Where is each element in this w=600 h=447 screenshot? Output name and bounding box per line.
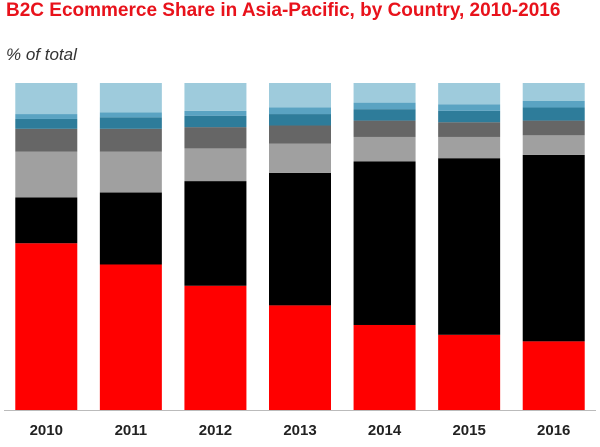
bar-segment — [184, 83, 247, 111]
x-tick-label: 2013 — [283, 422, 316, 439]
bar-segment — [99, 83, 162, 113]
bar-segment — [522, 120, 585, 136]
bar-segment — [522, 107, 585, 121]
bar-segment — [269, 143, 331, 173]
chart-subtitle: % of total — [6, 45, 77, 64]
bar-segment — [269, 305, 331, 410]
bar-segment — [438, 136, 501, 159]
bar-segment — [522, 154, 585, 342]
bar-segment — [353, 161, 416, 325]
bar-segment — [15, 243, 78, 410]
bar-segment — [15, 114, 78, 119]
bar-segment — [353, 136, 416, 162]
bar-segment — [99, 192, 162, 265]
bar-segment — [184, 148, 247, 182]
bar-segment — [353, 102, 416, 110]
bar-segment — [269, 107, 331, 115]
bar-segment — [99, 128, 162, 152]
bar-segment — [15, 128, 78, 152]
bar-segment — [438, 334, 501, 410]
x-tick-label: 2015 — [452, 422, 485, 439]
bar-segment — [99, 117, 162, 129]
x-tick-label: 2010 — [30, 422, 63, 439]
bar-segment — [438, 110, 501, 123]
x-tick-label: 2011 — [115, 422, 148, 439]
bar-segment — [269, 83, 331, 108]
bar-segment — [353, 83, 416, 103]
bar-segment — [99, 151, 162, 193]
bar-segment — [438, 83, 501, 105]
bar-segment — [353, 324, 416, 410]
bar-segment — [99, 112, 162, 118]
bar-segment — [15, 118, 78, 129]
bar-segment — [522, 341, 585, 410]
chart-title: B2C Ecommerce Share in Asia-Pacific, by … — [6, 0, 561, 21]
x-tick-label: 2014 — [368, 422, 402, 439]
bar-segment — [522, 83, 585, 101]
bar-segment — [15, 151, 78, 198]
bar-segment — [353, 109, 416, 121]
bar-segment — [353, 120, 416, 137]
bar-segment — [522, 135, 585, 155]
bar-segment — [99, 264, 162, 410]
bar-segment — [184, 181, 247, 286]
bar-segment — [438, 158, 501, 335]
bar-segment — [438, 104, 501, 111]
bar-segment — [184, 127, 247, 149]
bar-segment — [269, 125, 331, 144]
bar-segment — [15, 83, 78, 115]
bar-segment — [184, 285, 247, 410]
bar-segment — [269, 172, 331, 306]
x-tick-label: 2016 — [537, 422, 570, 439]
bar-segment — [15, 197, 78, 244]
bar-segment — [438, 122, 501, 137]
bar-segment — [522, 100, 585, 108]
bar-segment — [184, 115, 247, 128]
x-tick-label: 2012 — [199, 422, 232, 439]
bar-segment — [184, 110, 247, 116]
bar-segment — [269, 114, 331, 126]
